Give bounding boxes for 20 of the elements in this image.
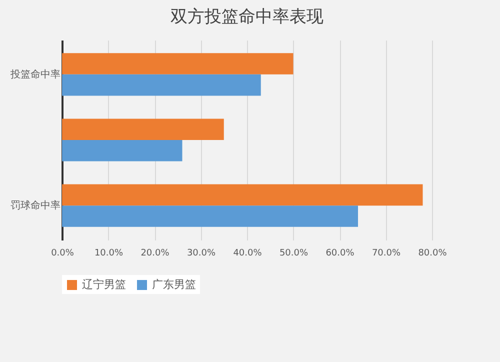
- x-tick-label: 20.0%: [140, 248, 170, 258]
- x-tick-label: 50.0%: [279, 248, 308, 258]
- bar: [62, 140, 182, 162]
- bar: [62, 184, 423, 206]
- bar: [62, 74, 261, 96]
- y-tick-label: 罚球命中率: [10, 200, 60, 212]
- x-tick-label: 0.0%: [51, 248, 74, 258]
- legend-label: 广东男篮: [152, 278, 196, 291]
- x-tick-label: 60.0%: [326, 248, 355, 258]
- bar: [62, 53, 294, 74]
- x-tick-label: 70.0%: [372, 248, 401, 258]
- x-tick-label: 80.0%: [418, 248, 448, 258]
- bar: [62, 206, 358, 227]
- x-tick-label: 30.0%: [186, 248, 216, 258]
- x-tick-label: 40.0%: [233, 248, 262, 258]
- chart-title: 双方投篮命中率表现: [170, 7, 324, 27]
- legend-label: 辽宁男篮: [82, 278, 126, 291]
- y-tick-label: 投篮命中率: [10, 68, 60, 80]
- bar: [62, 118, 224, 140]
- x-tick-label: 10.0%: [94, 248, 124, 258]
